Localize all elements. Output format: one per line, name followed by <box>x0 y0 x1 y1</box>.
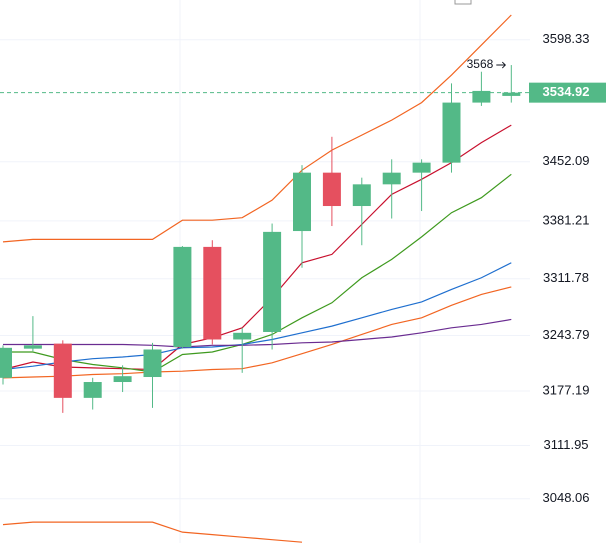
candle-body <box>472 90 491 103</box>
candle-body <box>442 102 461 163</box>
indicator-line <box>2 262 512 371</box>
candle-body <box>173 246 192 347</box>
indicator-line <box>2 521 303 543</box>
candle-body <box>233 332 252 340</box>
y-tick-label: 3243.79 <box>543 327 590 342</box>
candle-body <box>412 162 431 173</box>
last-price-box <box>529 82 606 103</box>
indicator-line <box>2 14 512 243</box>
indicator-line <box>3 173 512 373</box>
candle-body <box>352 184 371 207</box>
candle-body <box>322 172 341 207</box>
plot-area <box>0 14 530 543</box>
indicator-line <box>2 124 512 371</box>
last-price-label: 3534.92 <box>543 84 590 99</box>
candle-body <box>0 347 12 378</box>
y-tick-label: 3177.19 <box>543 382 590 397</box>
y-tick-label: 3381.21 <box>543 212 590 227</box>
high-marker-arrow <box>496 61 507 69</box>
indicator-line <box>2 286 512 379</box>
y-tick-label: 3598.33 <box>543 31 590 46</box>
y-tick-label: 3048.06 <box>543 490 590 505</box>
candle-body <box>143 349 162 378</box>
price-axis: 3598.33 3452.09 3381.21 3311.78 3243.79 3177.… <box>529 31 606 505</box>
candle-body <box>53 343 72 398</box>
y-tick-label: 3311.78 <box>543 270 589 285</box>
candle-body <box>382 172 401 185</box>
high-marker-label: 3568 <box>467 57 494 71</box>
y-tick-label: 3452.09 <box>543 153 590 168</box>
candle-body <box>203 246 222 340</box>
y-tick-label: 3111.95 <box>543 437 588 452</box>
toolbar-icon[interactable] <box>454 0 472 5</box>
candle-body <box>293 172 311 232</box>
candle-body <box>23 345 42 349</box>
candle-body <box>502 92 521 96</box>
candle-body <box>113 376 132 383</box>
candle-body <box>263 231 282 332</box>
candle-body <box>83 382 102 398</box>
indicator-line <box>3 318 512 348</box>
